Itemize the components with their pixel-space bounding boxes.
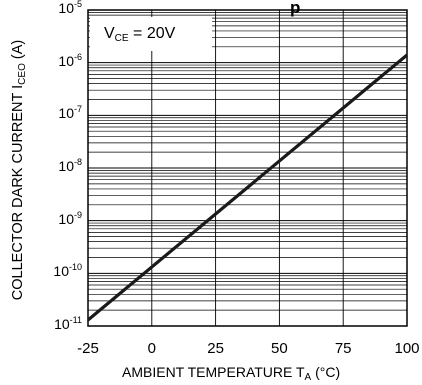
y-axis-label-main: COLLECTOR DARK CURRENT I xyxy=(10,84,26,301)
y-tick-exponent: -8 xyxy=(73,157,82,167)
x-tick-label: 0 xyxy=(147,340,156,357)
title-fragment: p xyxy=(290,0,301,17)
y-tick-exponent: -7 xyxy=(73,104,82,115)
x-tick-label: 50 xyxy=(271,340,288,357)
y-tick-base: 10 xyxy=(53,263,69,280)
x-tick-label: 100 xyxy=(394,340,420,357)
y-tick-exponent: -5 xyxy=(73,0,82,9)
y-tick-exponent: -6 xyxy=(73,51,82,62)
x-tick-label: 75 xyxy=(334,340,352,357)
y-tick-label: 10-6 xyxy=(58,51,82,69)
annotation-rest: = 20V xyxy=(128,25,176,42)
y-tick-label: 10-10 xyxy=(53,262,82,280)
y-tick-exponent: -9 xyxy=(73,209,82,220)
annotation-main: V xyxy=(104,25,115,42)
y-tick-base: 10 xyxy=(58,158,74,174)
y-tick-exponent: -10 xyxy=(68,262,82,273)
y-tick-base: 10 xyxy=(58,105,74,122)
x-tick-label: 25 xyxy=(207,340,224,357)
vce-annotation: VCE = 20V xyxy=(90,17,212,51)
y-tick-label: 10-11 xyxy=(54,315,82,332)
y-tick-base: 10 xyxy=(58,0,74,16)
x-axis-label: AMBIENT TEMPERATURE TA (°C) xyxy=(122,364,341,383)
x-axis-label-sub: A xyxy=(304,372,312,383)
y-tick-base: 10 xyxy=(58,210,74,227)
annotation-sub: CE xyxy=(114,33,129,44)
series-line xyxy=(86,53,409,322)
y-axis-label-unit: (A) xyxy=(10,39,26,64)
y-tick-label: 10-9 xyxy=(58,209,82,227)
x-tick-label: -25 xyxy=(77,340,99,357)
x-axis-label-main: AMBIENT TEMPERATURE T xyxy=(122,364,305,380)
plot-frame xyxy=(87,9,408,327)
y-tick-label: 10-7 xyxy=(58,104,82,122)
x-axis-label-unit: (°C) xyxy=(311,364,341,380)
y-tick-base: 10 xyxy=(54,316,70,332)
y-tick-exponent: -11 xyxy=(69,315,82,325)
y-tick-base: 10 xyxy=(58,52,74,69)
y-axis-label: COLLECTOR DARK CURRENT ICEO (A) xyxy=(10,39,28,301)
y-tick-label: 10-8 xyxy=(58,157,82,174)
y-axis-label-sub: CEO xyxy=(17,63,28,85)
y-tick-label: 10-5 xyxy=(58,0,82,16)
